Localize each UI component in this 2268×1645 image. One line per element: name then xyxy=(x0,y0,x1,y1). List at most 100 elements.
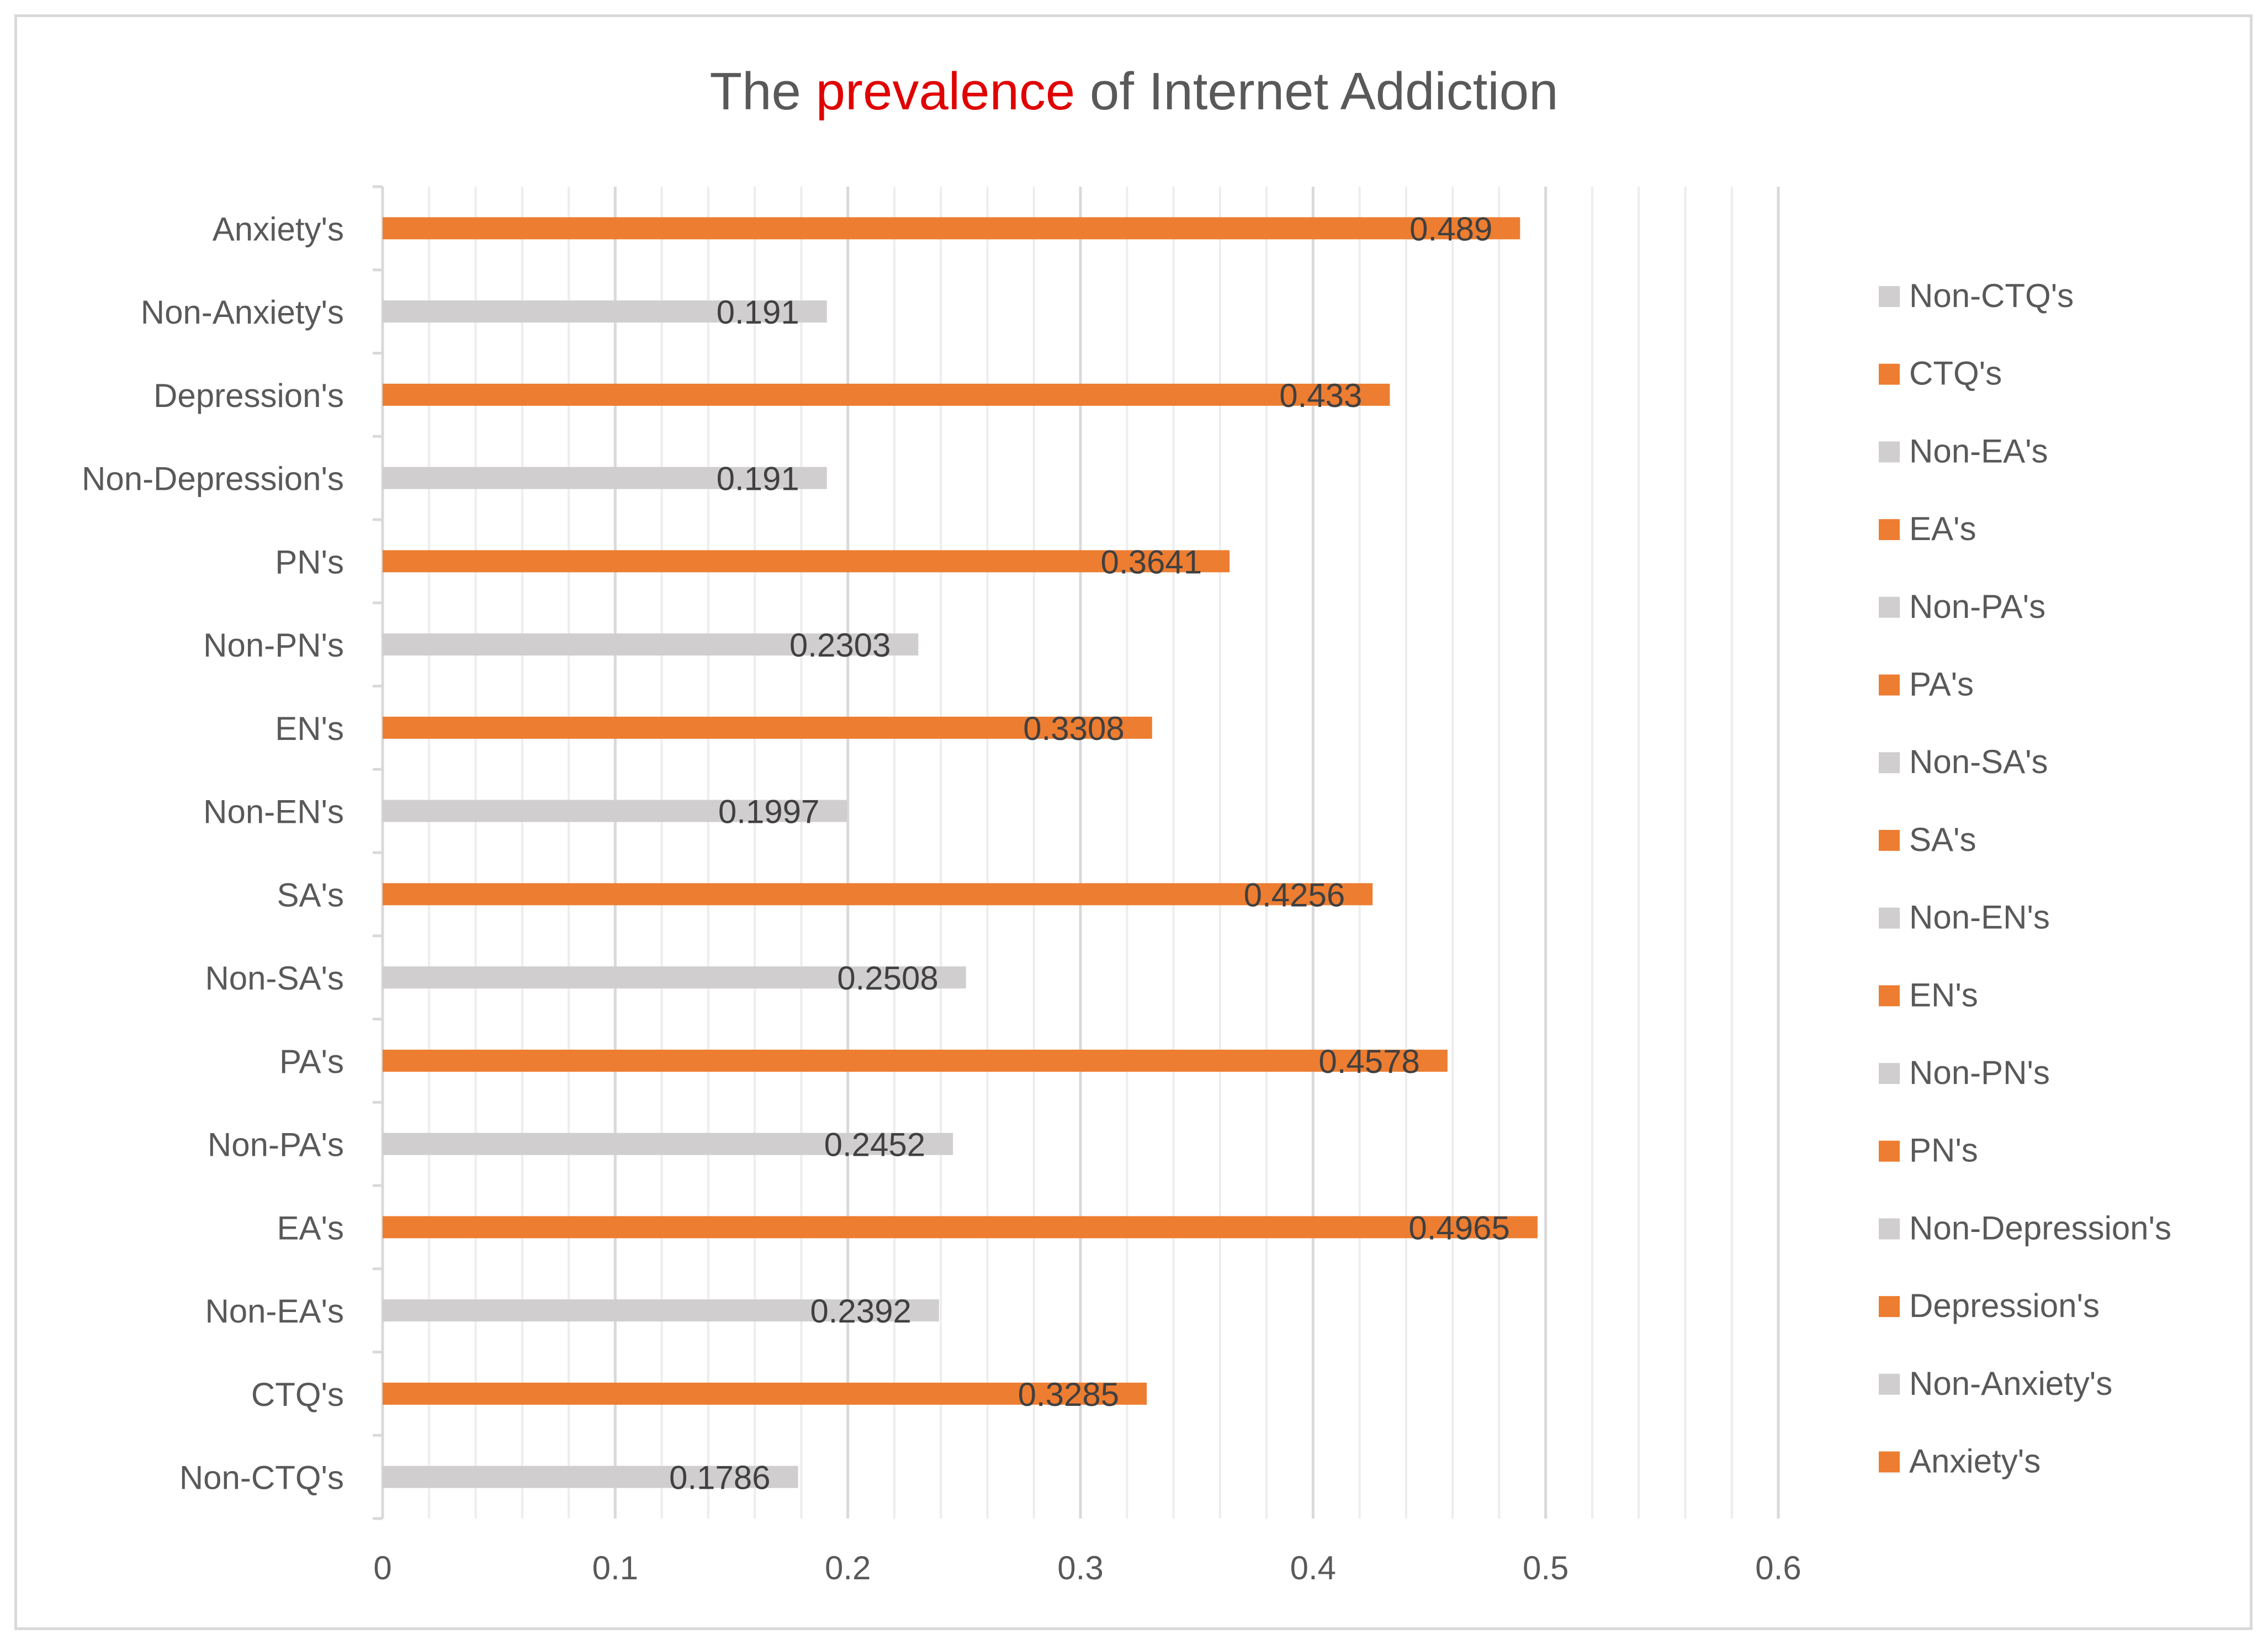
legend-item: Non-PA's xyxy=(1879,588,2046,625)
legend-swatch xyxy=(1879,907,1900,929)
legend-swatch xyxy=(1879,985,1900,1007)
bar xyxy=(383,217,1520,240)
legend-label: PN's xyxy=(1909,1132,1978,1169)
category-label: Non-PN's xyxy=(203,627,344,664)
legend-swatch xyxy=(1879,1063,1900,1084)
data-label: 0.3285 xyxy=(1018,1376,1120,1413)
legend-item: Depression's xyxy=(1879,1287,2100,1324)
legend-label: Non-CTQ's xyxy=(1909,277,2074,314)
data-label: 0.191 xyxy=(717,294,799,331)
category-label: Non-CTQ's xyxy=(179,1459,344,1496)
legend-item: EN's xyxy=(1879,976,1978,1013)
bar xyxy=(383,550,1230,573)
legend-label: SA's xyxy=(1909,821,1976,858)
category-label: SA's xyxy=(277,876,345,913)
data-label: 0.4578 xyxy=(1318,1043,1420,1080)
legend-swatch xyxy=(1879,596,1900,618)
category-label: Non-EN's xyxy=(203,794,344,831)
category-label: EN's xyxy=(275,710,344,747)
legend-swatch xyxy=(1879,752,1900,774)
legend-item: PN's xyxy=(1879,1132,1978,1169)
chart-frame xyxy=(14,14,2253,1630)
legend-label: EA's xyxy=(1909,510,1976,547)
category-labels: Anxiety's Non-Anxiety's Depression's Non-De… xyxy=(82,210,344,1496)
data-label: 0.4256 xyxy=(1244,876,1345,913)
bar xyxy=(383,1216,1538,1239)
data-label: 0.3641 xyxy=(1101,543,1202,580)
x-tick-label: 0.5 xyxy=(1523,1549,1568,1586)
category-label: CTQ's xyxy=(251,1376,344,1413)
bar xyxy=(383,966,966,989)
category-label: Non-SA's xyxy=(205,960,344,997)
legend-swatch xyxy=(1879,829,1900,851)
category-label: PA's xyxy=(279,1043,344,1080)
data-label: 0.1786 xyxy=(669,1459,771,1496)
legend-swatch xyxy=(1879,519,1900,541)
data-label: 0.3308 xyxy=(1023,710,1125,747)
legend-item: SA's xyxy=(1879,821,1976,858)
chart-title-highlight: prevalence xyxy=(816,62,1075,121)
bar xyxy=(383,1049,1448,1072)
chart-title-suffix: of Internet Addiction xyxy=(1075,62,1558,121)
bar xyxy=(383,467,827,489)
legend-swatch xyxy=(1879,1373,1900,1395)
category-label: EA's xyxy=(277,1209,345,1246)
x-tick-label: 0 xyxy=(373,1549,391,1586)
data-label: 0.2303 xyxy=(789,627,891,664)
bar xyxy=(383,300,827,323)
data-label: 0.2508 xyxy=(837,960,939,997)
legend: Non-CTQ's CTQ's Non-EA's EA's Non-PA's PA's No… xyxy=(1879,277,2171,1480)
bar xyxy=(383,883,1373,906)
legend-swatch xyxy=(1879,1140,1900,1162)
bar xyxy=(383,633,919,656)
data-label: 0.1997 xyxy=(718,794,820,831)
legend-swatch xyxy=(1879,1451,1900,1473)
category-label: Non-Anxiety's xyxy=(141,294,344,331)
legend-item: EA's xyxy=(1879,510,1976,547)
data-labels: 0.489 0.191 0.433 0.191 0.3641 0.2303 0.3308 0.… xyxy=(669,210,1510,1496)
bar xyxy=(383,1382,1147,1405)
legend-item: Non-CTQ's xyxy=(1879,277,2074,314)
data-label: 0.4965 xyxy=(1408,1209,1510,1246)
legend-swatch xyxy=(1879,674,1900,696)
legend-label: Non-EA's xyxy=(1909,432,2048,469)
legend-swatch xyxy=(1879,286,1900,307)
bar xyxy=(383,716,1152,739)
x-tick-label: 0.6 xyxy=(1755,1549,1801,1586)
data-label: 0.2392 xyxy=(810,1293,912,1330)
legend-item: Non-SA's xyxy=(1879,743,2048,780)
bar xyxy=(383,800,847,822)
legend-label: Non-PA's xyxy=(1909,588,2046,625)
legend-item: PA's xyxy=(1879,666,1974,703)
legend-item: Non-Depression's xyxy=(1879,1209,2171,1246)
x-tick-label: 0.2 xyxy=(825,1549,871,1586)
axes: 0 0.1 0.2 0.3 0.4 0.5 0.6 xyxy=(373,185,1801,1586)
x-tick-label: 0.3 xyxy=(1057,1549,1103,1586)
data-label: 0.191 xyxy=(717,461,799,498)
legend-swatch xyxy=(1879,363,1900,385)
legend-label: Non-SA's xyxy=(1909,743,2048,780)
gridlines xyxy=(428,187,1780,1519)
legend-label: Non-PN's xyxy=(1909,1054,2050,1091)
category-label: Depression's xyxy=(153,377,344,414)
chart-title-prefix: The xyxy=(710,62,816,121)
legend-label: EN's xyxy=(1909,976,1978,1013)
bar xyxy=(383,1133,953,1155)
legend-label: PA's xyxy=(1909,666,1974,703)
legend-swatch xyxy=(1879,1296,1900,1318)
legend-item: Anxiety's xyxy=(1879,1443,2041,1480)
legend-label: Non-EN's xyxy=(1909,899,2050,936)
data-label: 0.2452 xyxy=(824,1126,926,1163)
x-tick-label: 0.1 xyxy=(592,1549,638,1586)
bar xyxy=(383,1466,798,1488)
legend-swatch xyxy=(1879,441,1900,463)
bar xyxy=(383,383,1390,406)
legend-swatch xyxy=(1879,1218,1900,1240)
category-label: PN's xyxy=(275,543,344,580)
legend-item: Non-Anxiety's xyxy=(1879,1365,2112,1402)
legend-item: Non-EN's xyxy=(1879,899,2050,936)
legend-label: Anxiety's xyxy=(1909,1443,2041,1480)
legend-label: Depression's xyxy=(1909,1287,2100,1324)
legend-label: Non-Depression's xyxy=(1909,1209,2171,1246)
